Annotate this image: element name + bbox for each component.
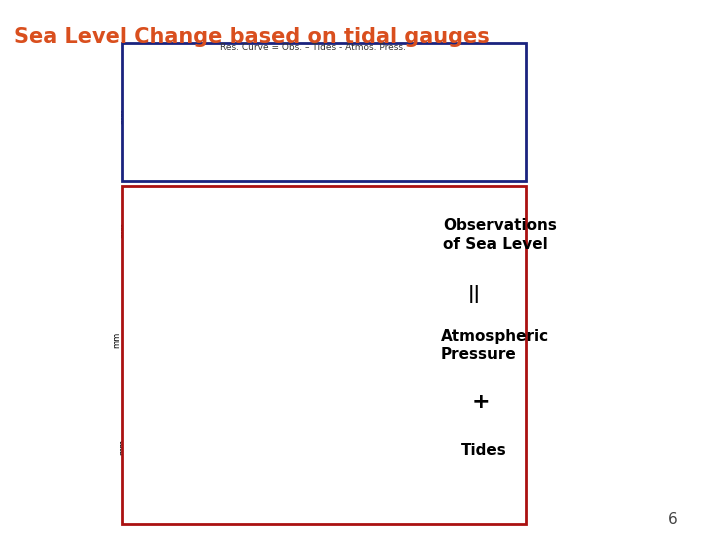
Text: Res. Curve = Obs. – Tides - Atmos. Press.: Res. Curve = Obs. – Tides - Atmos. Press… — [220, 43, 406, 52]
Text: atmospheric contributions: atmospheric contributions — [182, 310, 302, 320]
Text: (d): (d) — [127, 487, 141, 497]
Text: observations: observations — [215, 199, 278, 209]
Text: Atmospheric
Pressure: Atmospheric Pressure — [441, 329, 549, 362]
Text: (b): (b) — [127, 270, 141, 280]
Text: (a): (a) — [123, 168, 137, 178]
Y-axis label: mm: mm — [120, 108, 129, 124]
Text: (c): (c) — [127, 380, 140, 390]
Text: residual curve: residual curve — [225, 102, 289, 110]
Text: +: + — [472, 392, 490, 413]
Y-axis label: mm: mm — [120, 221, 129, 238]
Text: Tides: Tides — [461, 443, 507, 458]
Text: secular
variation: secular variation — [418, 76, 452, 96]
Y-axis label: mm: mm — [118, 438, 127, 455]
Y-axis label: mm: mm — [112, 332, 122, 348]
Text: Observations
of Sea Level: Observations of Sea Level — [443, 218, 557, 252]
Text: Sea Level Change based on tidal gauges: Sea Level Change based on tidal gauges — [14, 27, 490, 47]
Text: ~20-year mean tidal cycle: ~20-year mean tidal cycle — [176, 421, 297, 430]
Text: 6: 6 — [668, 512, 678, 527]
Text: ||: || — [468, 285, 481, 303]
